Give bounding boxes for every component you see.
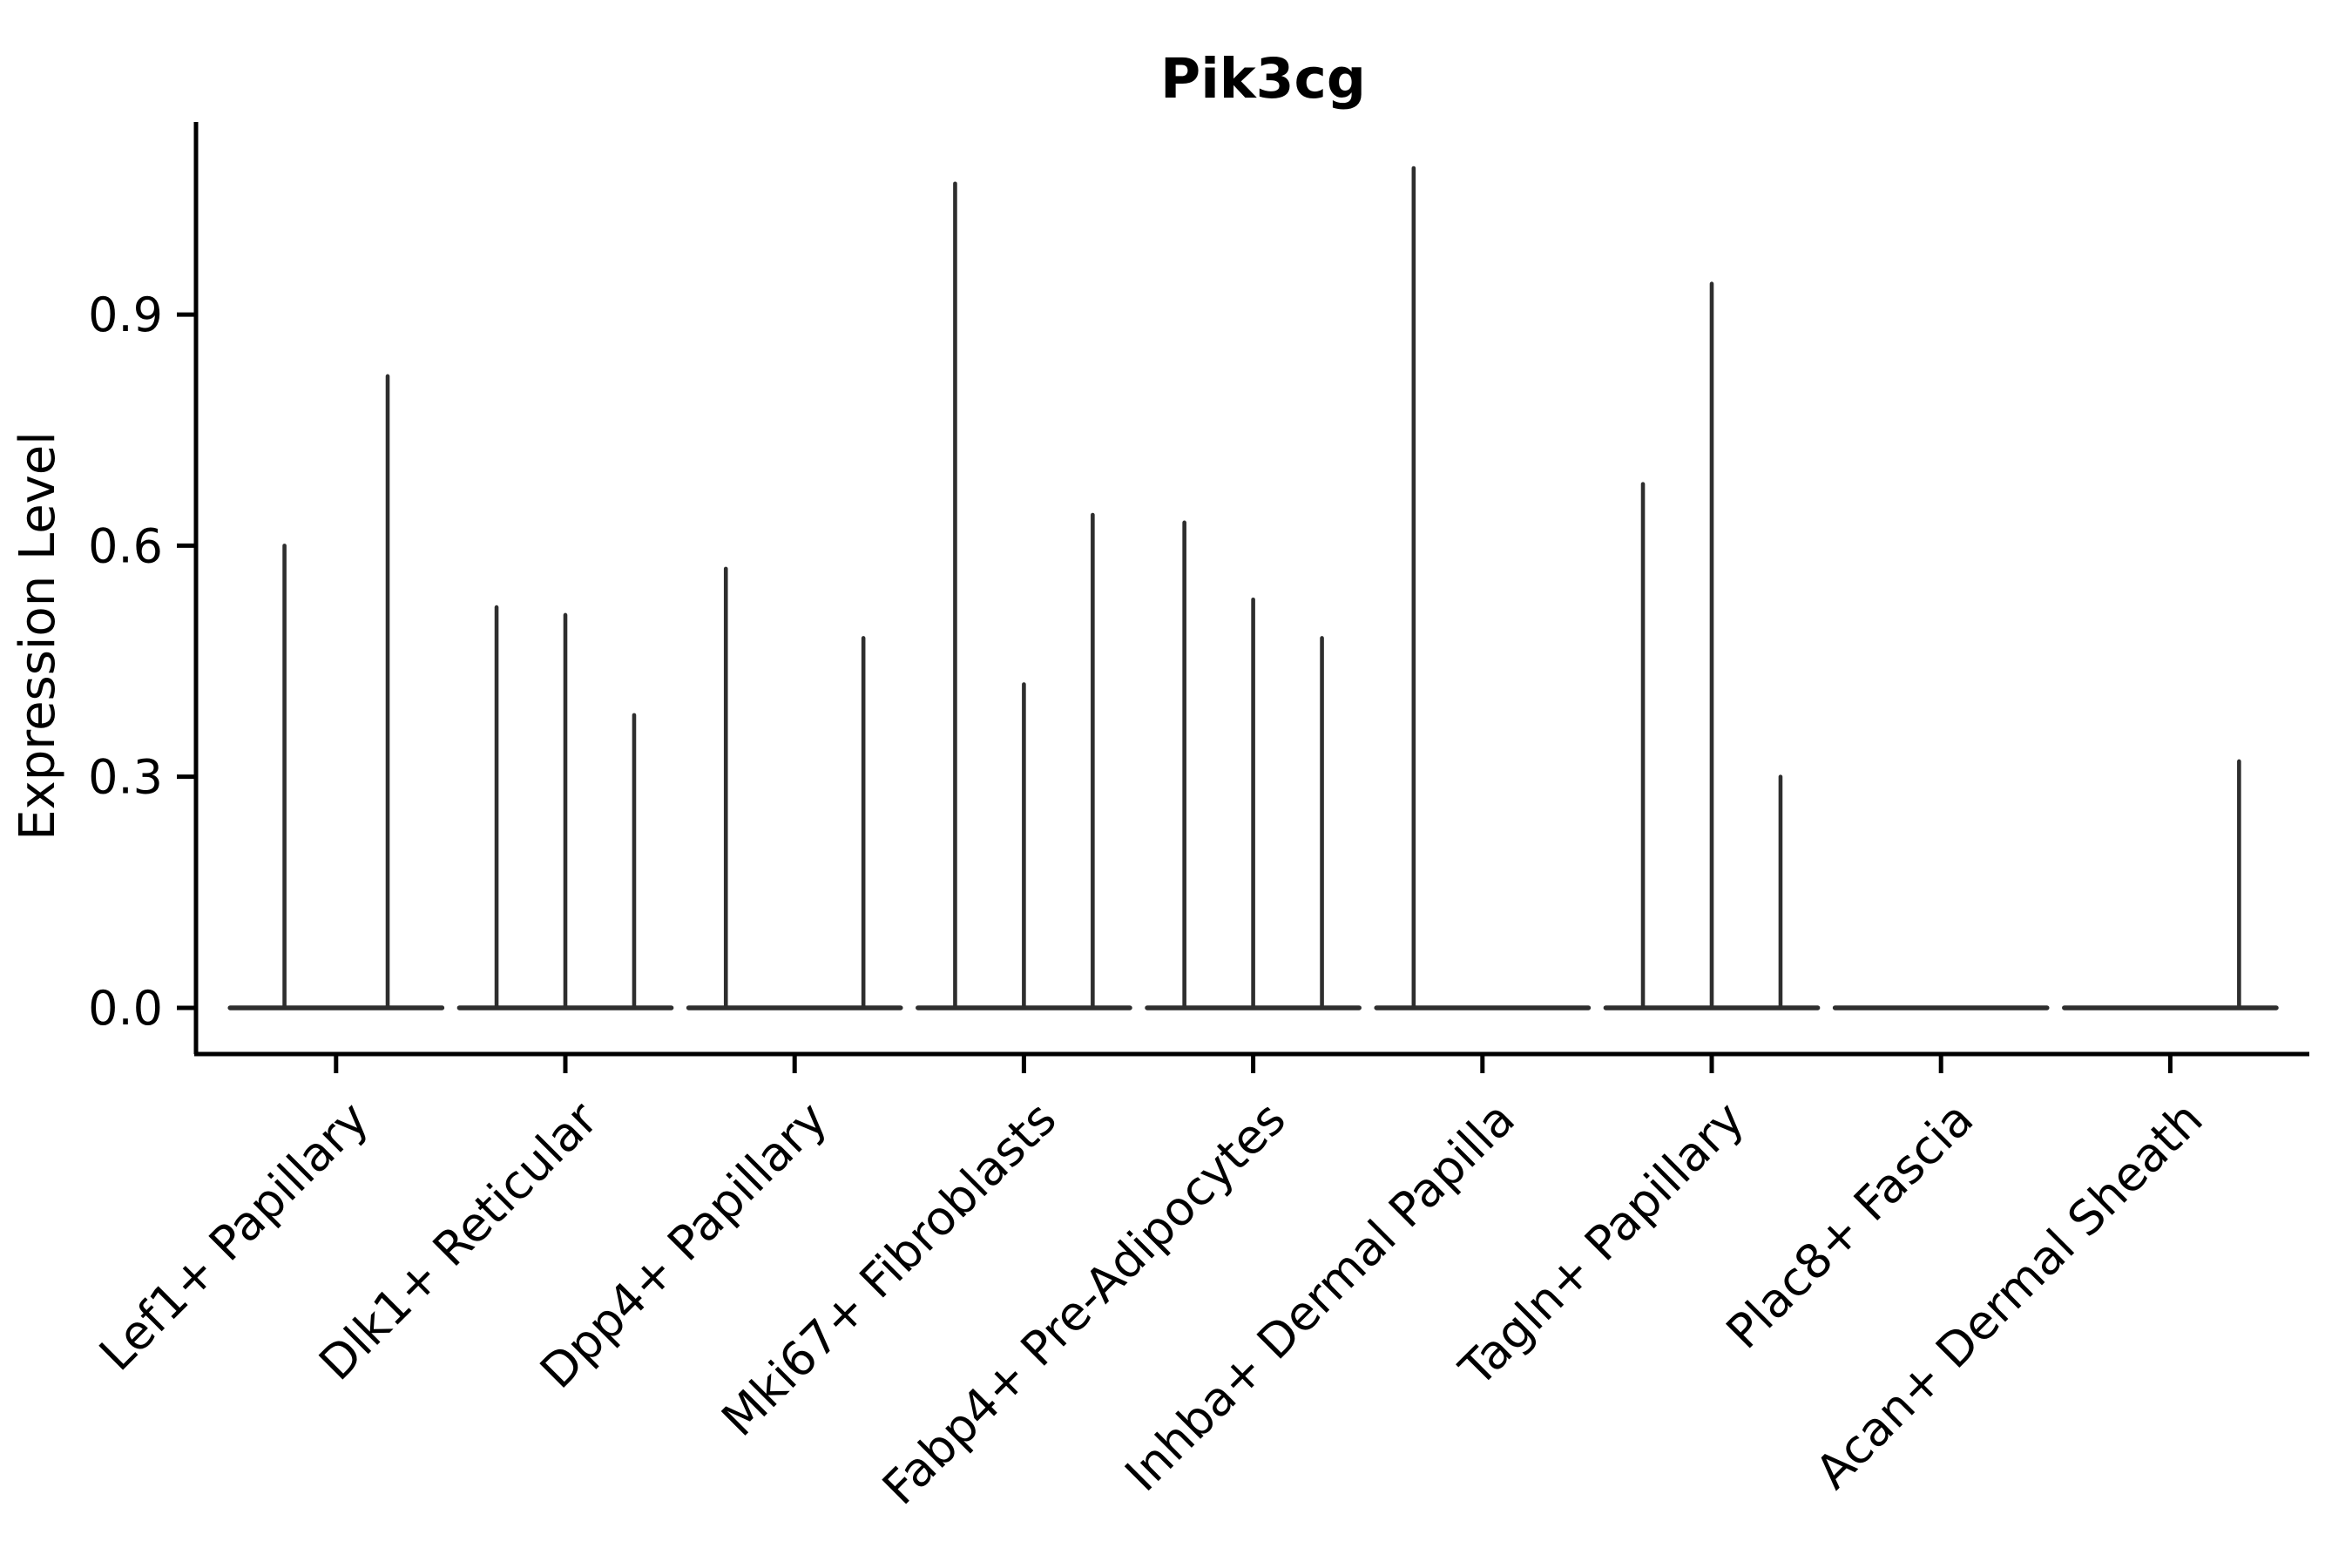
x-tick-label: Fabp4+ Pre-Adipocytes	[872, 1092, 1296, 1516]
x-tick-label: Inhba+ Dermal Papilla	[1115, 1092, 1525, 1502]
x-tick-label: Acan+ Dermal Sheath	[1805, 1092, 2213, 1499]
y-axis-label: Expression Level	[10, 431, 66, 841]
y-tick-label: 0.3	[88, 750, 163, 805]
y-tick-label: 0.6	[88, 518, 163, 573]
y-tick-label: 0.0	[88, 981, 163, 1036]
y-tick-label: 0.9	[88, 287, 163, 342]
chart-title: Pik3cg	[1160, 47, 1366, 111]
x-tick-label: Plac8+ Fascia	[1716, 1092, 1984, 1360]
